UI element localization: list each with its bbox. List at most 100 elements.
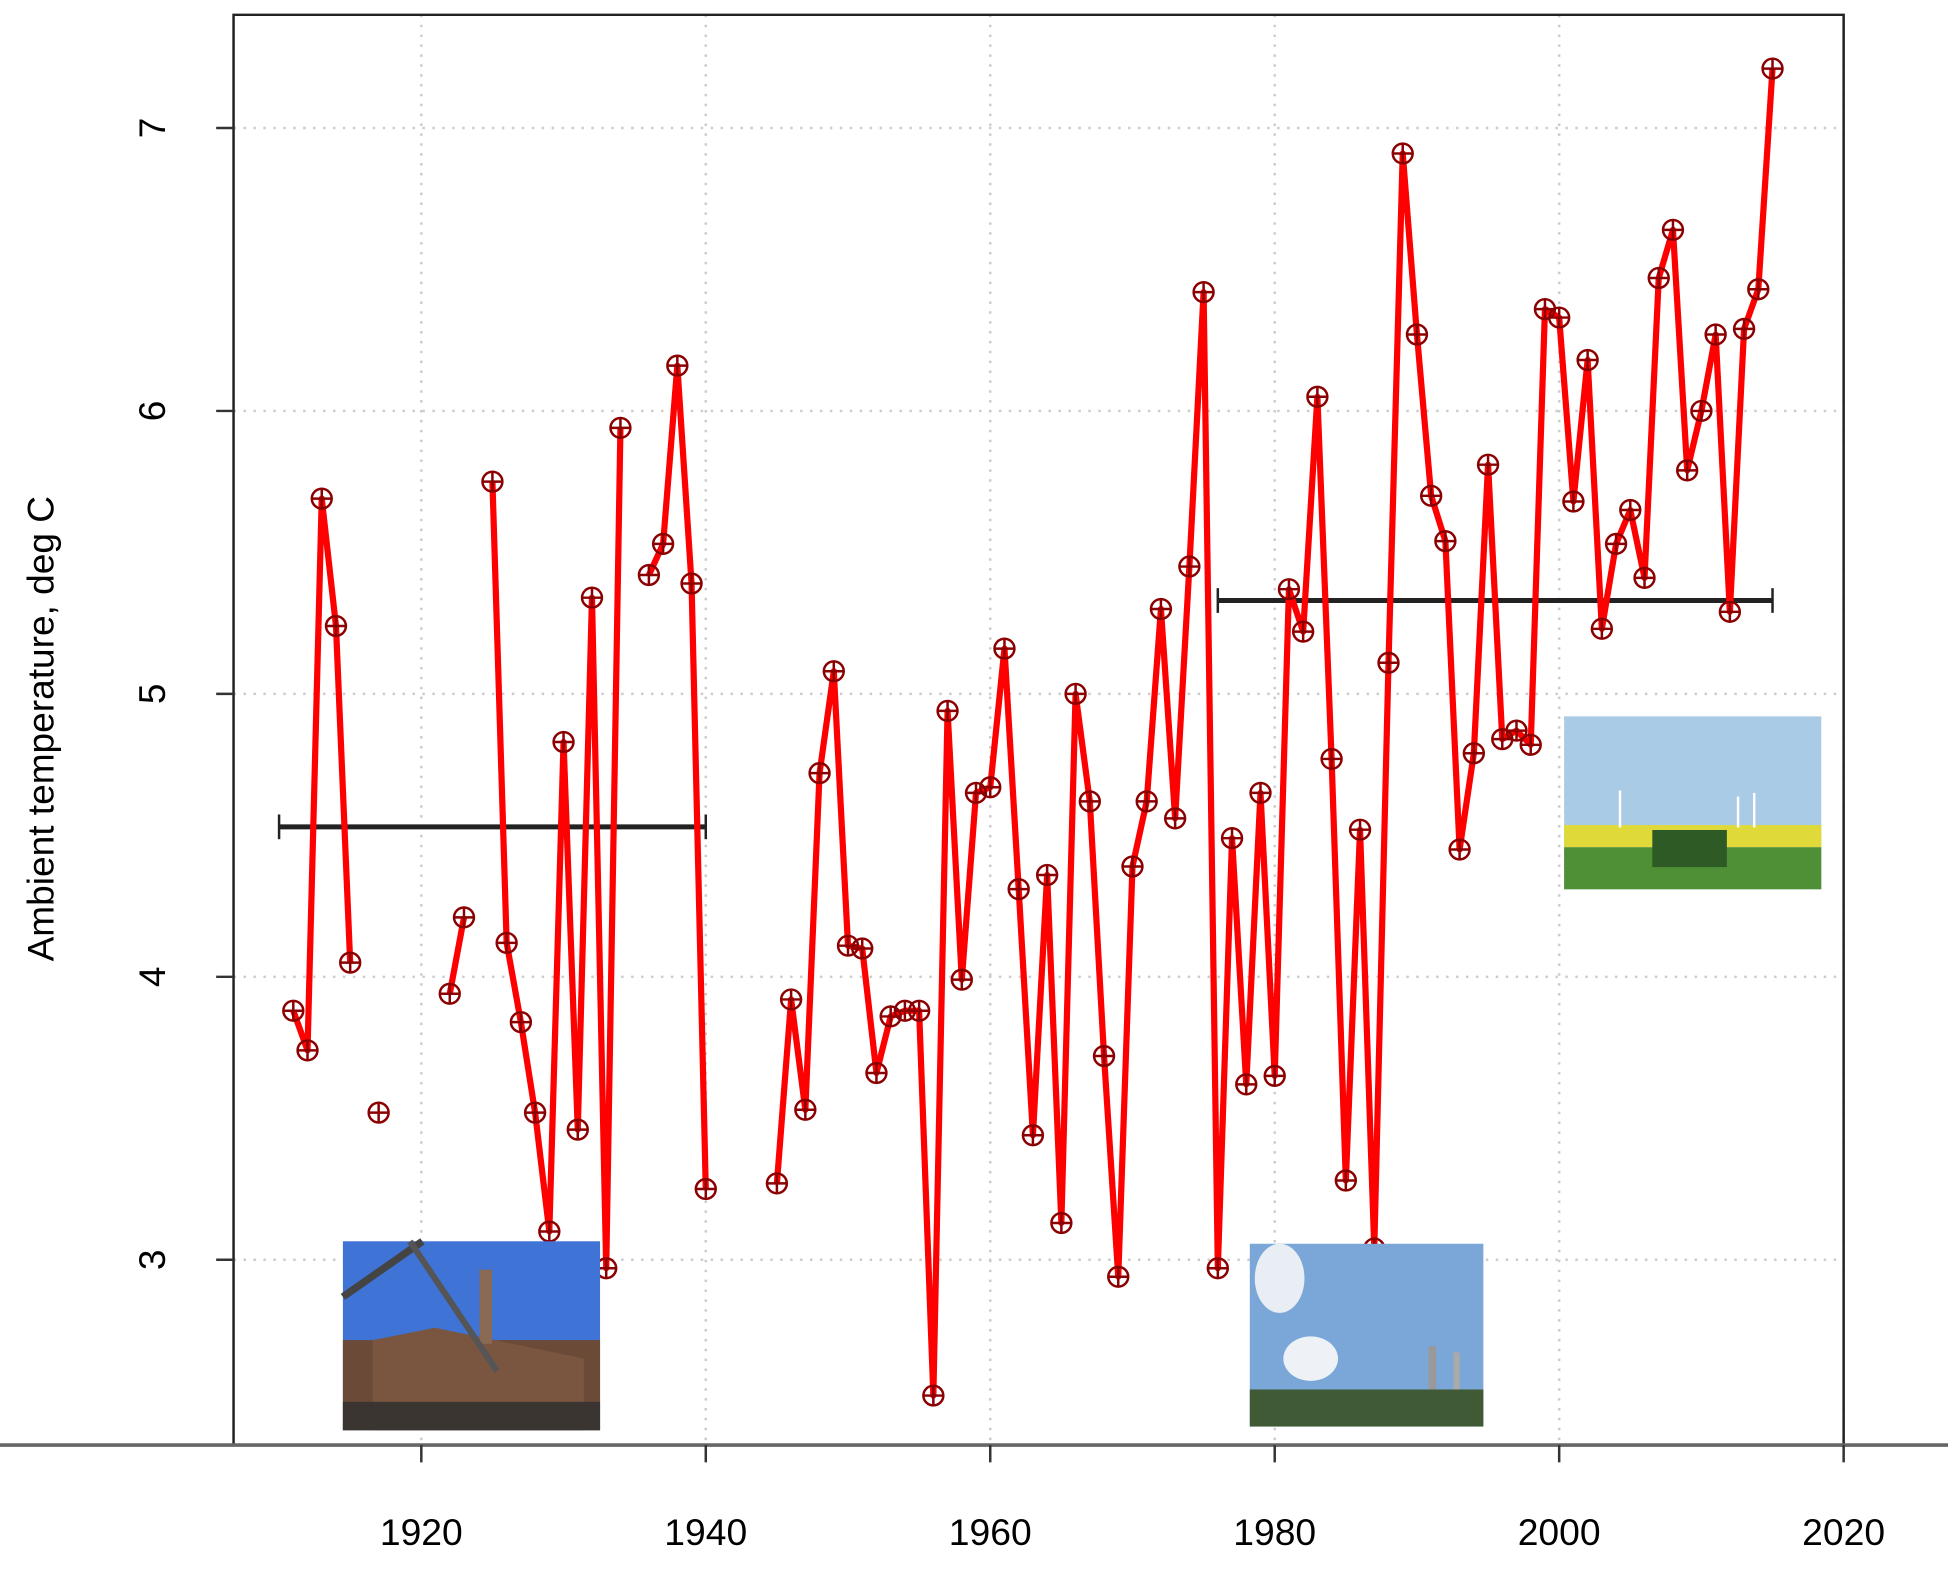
point (867, 1063, 887, 1083)
point (1464, 743, 1484, 763)
point (1094, 1046, 1114, 1066)
point (1450, 840, 1470, 860)
point (767, 1173, 787, 1193)
point (1435, 531, 1455, 551)
point (1393, 144, 1413, 164)
point (1151, 599, 1171, 619)
point (1108, 1267, 1128, 1287)
point (482, 472, 502, 492)
y-tick-label: 5 (131, 684, 173, 705)
point (1492, 729, 1512, 749)
point (1649, 268, 1669, 288)
point (1478, 455, 1498, 475)
line-piece (649, 366, 706, 1189)
point (582, 588, 602, 608)
point (653, 534, 673, 554)
point (1222, 828, 1242, 848)
point (539, 1222, 559, 1242)
point (838, 936, 858, 956)
point (1748, 279, 1768, 299)
point (1265, 1066, 1285, 1086)
point (440, 984, 460, 1004)
point (1293, 622, 1313, 642)
point (1379, 653, 1399, 673)
point (1279, 579, 1299, 599)
point (298, 1040, 318, 1060)
point (1123, 857, 1143, 877)
point (639, 565, 659, 585)
point (824, 661, 844, 681)
point (1080, 792, 1100, 812)
point (1521, 735, 1541, 755)
point (1720, 602, 1740, 622)
point (610, 418, 630, 438)
point (696, 1179, 716, 1199)
point (497, 933, 517, 953)
point (995, 639, 1015, 659)
point (1606, 534, 1626, 554)
point (923, 1386, 943, 1406)
point (1179, 557, 1199, 577)
point (1677, 460, 1697, 480)
y-tick-label: 3 (131, 1249, 173, 1270)
point (909, 1001, 929, 1021)
photo-industrial (343, 1241, 600, 1430)
point (1037, 865, 1057, 885)
chart: Ambient temperature, deg C 1920 1940 1960 1… (0, 0, 1948, 1576)
point (1421, 486, 1441, 506)
point (667, 356, 687, 376)
point (1592, 619, 1612, 639)
point (340, 953, 360, 973)
point (1563, 492, 1583, 512)
y-axis-label: Ambient temperature, deg C (19, 496, 61, 961)
point (1236, 1074, 1256, 1094)
point (454, 908, 474, 928)
photo-chimneys (1250, 1244, 1484, 1427)
line-piece (450, 917, 464, 993)
point (795, 1100, 815, 1120)
x-tick-label: 2000 (1518, 1511, 1601, 1553)
point (1578, 350, 1598, 370)
point (312, 489, 332, 509)
point (1535, 299, 1555, 319)
plot-data (279, 59, 1782, 1406)
x-tick-label: 1920 (380, 1511, 463, 1553)
point (810, 763, 830, 783)
point (781, 990, 801, 1010)
point (1165, 808, 1185, 828)
x-tick-label: 2020 (1802, 1511, 1885, 1553)
point (852, 939, 872, 959)
point (1407, 325, 1427, 345)
point (1635, 568, 1655, 588)
point (1307, 387, 1327, 407)
x-tick-label: 1940 (664, 1511, 747, 1553)
point (369, 1103, 389, 1123)
x-tick-label: 1980 (1233, 1511, 1316, 1553)
point (1549, 308, 1569, 328)
point (938, 701, 958, 721)
point (511, 1012, 531, 1032)
x-tick-label: 1960 (949, 1511, 1032, 1553)
point (952, 970, 972, 990)
y-tick-label: 6 (131, 401, 173, 422)
point (1051, 1213, 1071, 1233)
point (1763, 59, 1783, 79)
point (1336, 1171, 1356, 1191)
photo-windfarm (1564, 716, 1821, 889)
point (554, 732, 574, 752)
point (1706, 325, 1726, 345)
point (1137, 792, 1157, 812)
point (1066, 684, 1086, 704)
point (1009, 879, 1029, 899)
point (326, 616, 346, 636)
point (1194, 282, 1214, 302)
point (568, 1120, 588, 1140)
point (980, 777, 1000, 797)
point (283, 1001, 303, 1021)
point (1322, 749, 1342, 769)
point (1691, 401, 1711, 421)
point (682, 574, 702, 594)
point (1663, 220, 1683, 240)
point (1251, 783, 1271, 803)
point (1023, 1125, 1043, 1145)
